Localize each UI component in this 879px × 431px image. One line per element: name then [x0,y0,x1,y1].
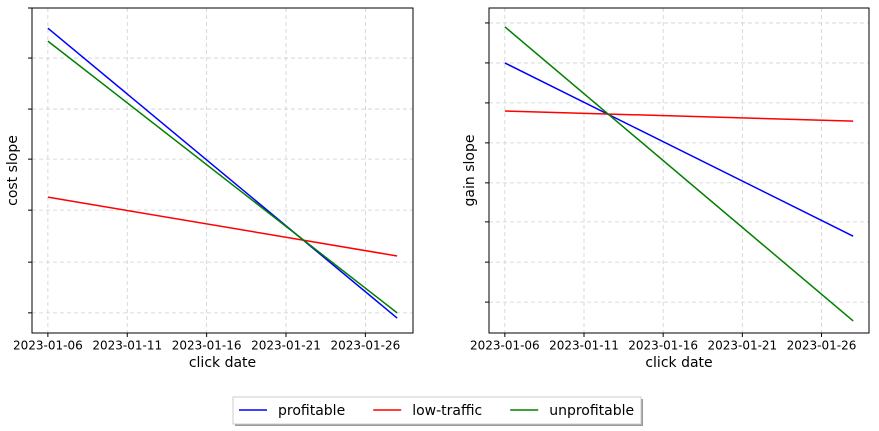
series-line [504,26,854,322]
series-line [47,196,398,257]
series-line [504,110,854,122]
axes-frame [488,7,870,334]
x-tick-label: 2023-01-16 [172,339,242,353]
legend-label: profitable [278,403,345,419]
y-axis-label: gain slope [462,135,478,207]
x-tick-label: 2023-01-06 [470,339,540,353]
x-axis-label: click date [645,355,712,371]
x-tick-label: 2023-01-21 [251,339,321,353]
x-axis-label: click date [189,355,256,371]
x-tick-label: 2023-01-11 [92,339,162,353]
x-tick-label: 2023-01-26 [787,339,857,353]
x-tick-label: 2023-01-11 [549,339,619,353]
legend-box [232,396,642,425]
x-tick-label: 2023-01-26 [331,339,401,353]
series-line [47,27,398,319]
series-line [504,62,854,237]
x-tick-label: 2023-01-16 [628,339,698,353]
y-axis-label: cost slope [5,135,21,206]
series-line [47,40,398,314]
legend-label: low-traffic [412,403,482,419]
axes-frame [31,7,414,334]
x-tick-label: 2023-01-21 [707,339,777,353]
x-tick-label: 2023-01-06 [13,339,83,353]
legend-label: unprofitable [549,403,634,419]
